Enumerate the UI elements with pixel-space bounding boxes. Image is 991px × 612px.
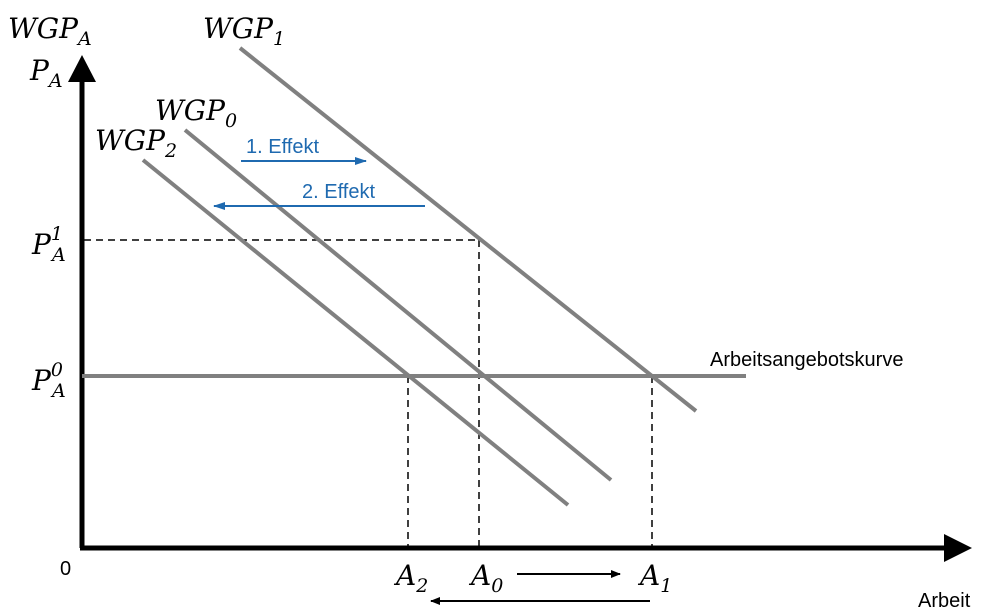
y-axis-label-price: PA — [29, 54, 63, 92]
first-effect-label: 1. Effekt — [246, 136, 319, 158]
wgp1-label: WGP1 — [203, 12, 285, 50]
supply-curve-label: Arbeitsangebotskurve — [710, 349, 903, 371]
wgp2-curve — [141, 158, 570, 507]
wgp0-label: WGP0 — [155, 94, 237, 132]
y-axis-arrowhead — [68, 55, 96, 82]
a1-label: A1 — [637, 559, 672, 597]
a2-label: A2 — [393, 559, 428, 597]
x-axis-label: Arbeit — [918, 590, 971, 612]
origin-label: 0 — [60, 558, 71, 580]
x-axis-arrowhead — [944, 534, 972, 562]
y-axis-label-wgp: WGPA — [8, 12, 92, 50]
wgp2-label: WGP2 — [95, 124, 177, 162]
a0-label: A0 — [468, 559, 503, 597]
wgp1-curve — [238, 46, 698, 413]
wgp0-curve — [183, 128, 613, 482]
second-effect-label: 2. Effekt — [302, 181, 375, 203]
p1-label: P1 A — [31, 223, 66, 266]
p0-label: P0 A — [31, 359, 66, 402]
